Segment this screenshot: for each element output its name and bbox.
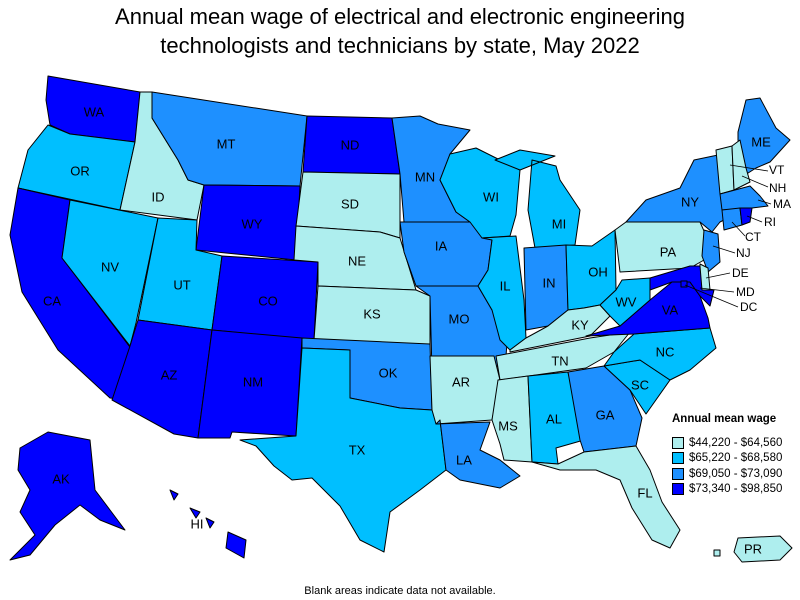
label-pr: PR — [744, 541, 762, 556]
legend-title: Annual mean wage — [672, 413, 777, 425]
label-oh: OH — [588, 264, 608, 279]
legend-item: $73,340 - $98,850 — [672, 482, 797, 498]
state-labels: WA OR CA ID NV MT WY UT AZ CO NM ND SD N… — [43, 104, 771, 556]
label-ca: CA — [43, 293, 61, 308]
legend-swatch — [672, 436, 684, 449]
state-dc — [680, 280, 688, 288]
footnote: Blank areas indicate data not available. — [304, 585, 496, 597]
title-line-2: technologists and technicians by state, … — [160, 33, 640, 58]
label-mn: MN — [415, 169, 435, 184]
label-id: ID — [152, 189, 165, 204]
label-ny: NY — [681, 194, 699, 209]
label-ri: RI — [764, 215, 776, 229]
state-md — [649, 265, 715, 307]
state-ks — [313, 285, 431, 349]
label-dc: DC — [740, 300, 758, 314]
state-ak — [9, 431, 126, 561]
label-ga: GA — [596, 407, 615, 422]
state-pr — [713, 535, 793, 563]
state-ar — [429, 355, 501, 425]
label-ia: IA — [435, 238, 448, 253]
state-tx — [239, 347, 447, 553]
label-me: ME — [751, 134, 771, 149]
label-wy: WY — [242, 216, 263, 231]
label-or: OR — [70, 163, 90, 178]
label-ne: NE — [348, 253, 366, 268]
legend-label: $73,340 - $98,850 — [689, 483, 783, 496]
state-nj — [701, 229, 721, 273]
legend-label: $69,050 - $73,090 — [689, 467, 783, 480]
label-md: MD — [736, 285, 755, 299]
legend-swatch — [672, 467, 684, 480]
legend-item: $44,220 - $64,560 — [672, 435, 797, 451]
label-ma: MA — [773, 197, 791, 211]
label-ok: OK — [379, 365, 398, 380]
label-tn: TN — [551, 353, 568, 368]
state-fl — [531, 445, 681, 549]
label-pa: PA — [660, 244, 677, 259]
label-ks: KS — [363, 306, 381, 321]
legend-swatch — [672, 452, 684, 465]
label-ky: KY — [571, 317, 589, 332]
state-nv — [61, 199, 159, 347]
map-title: Annual mean wage of electrical and elect… — [0, 2, 800, 60]
label-ct: CT — [745, 230, 762, 244]
leader-lines — [684, 164, 772, 308]
label-nj: NJ — [736, 246, 751, 260]
label-tx: TX — [349, 442, 366, 457]
label-nv: NV — [101, 259, 119, 274]
legend-label: $44,220 - $64,560 — [689, 436, 783, 449]
label-mi: MI — [552, 216, 566, 231]
label-al: AL — [546, 411, 562, 426]
legend-swatch — [672, 483, 684, 496]
label-nh: NH — [769, 181, 786, 195]
label-nc: NC — [656, 344, 675, 359]
label-sc: SC — [631, 377, 649, 392]
title-line-1: Annual mean wage of electrical and elect… — [115, 4, 685, 29]
state-ct — [721, 207, 743, 231]
label-wv: WV — [616, 294, 637, 309]
state-mi — [494, 149, 581, 249]
label-wa: WA — [84, 104, 105, 119]
legend-label: $65,220 - $68,580 — [689, 452, 783, 465]
label-vt: VT — [769, 163, 785, 177]
state-il — [477, 235, 527, 351]
label-ar: AR — [452, 374, 470, 389]
small-state-labels: VT NH MA RI CT NJ DE MD DC — [732, 163, 791, 314]
legend-item: $65,220 - $68,580 — [672, 451, 797, 467]
label-hi: HI — [191, 516, 204, 531]
label-az: AZ — [161, 367, 178, 382]
label-ak: AK — [52, 471, 70, 486]
state-la — [435, 419, 521, 489]
label-fl: FL — [637, 485, 652, 500]
label-il: IL — [500, 278, 511, 293]
label-de: DE — [732, 266, 749, 280]
state-ri — [739, 207, 753, 226]
label-co: CO — [258, 293, 278, 308]
label-ms: MS — [498, 418, 518, 433]
label-wi: WI — [483, 189, 499, 204]
label-va: VA — [662, 302, 679, 317]
state-hi — [169, 489, 247, 559]
label-la: LA — [456, 452, 472, 467]
label-mt: MT — [217, 136, 236, 151]
label-in: IN — [543, 275, 556, 290]
label-nd: ND — [341, 137, 360, 152]
state-ny — [625, 154, 733, 233]
label-sd: SD — [341, 196, 359, 211]
label-ut: UT — [173, 277, 190, 292]
label-mo: MO — [449, 311, 470, 326]
state-ky — [509, 304, 611, 353]
legend-item: $69,050 - $73,090 — [672, 466, 797, 482]
legend: Annual mean wage $44,220 - $64,560 $65,2… — [672, 413, 797, 497]
label-nm: NM — [243, 374, 263, 389]
